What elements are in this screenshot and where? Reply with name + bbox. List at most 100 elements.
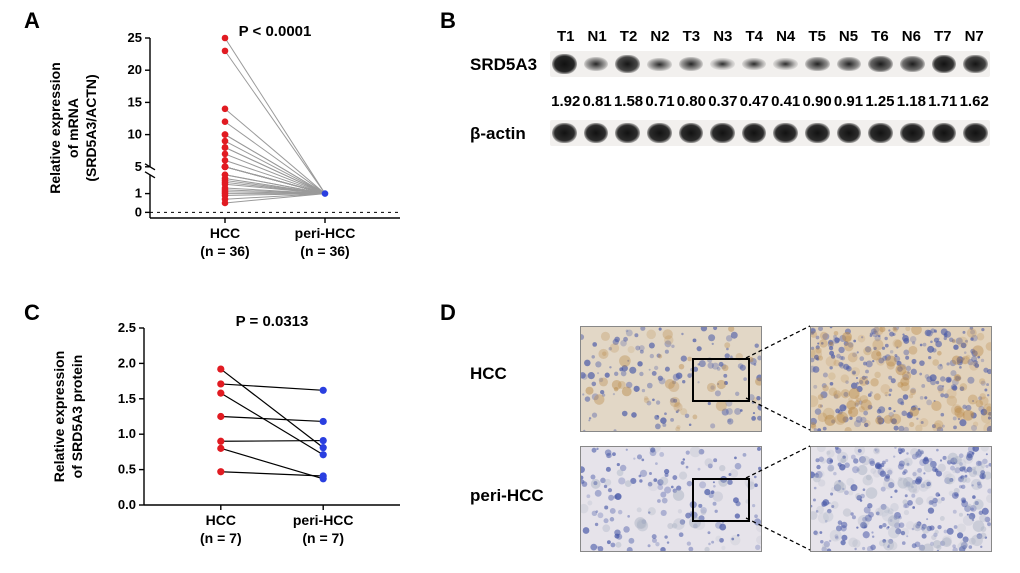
panel-b-lane-labels: T1N1T2N2T3N3T4N4T5N5T6N6T7N7 (550, 28, 990, 45)
svg-text:0: 0 (135, 204, 142, 219)
svg-text:2.5: 2.5 (118, 320, 136, 335)
blot-band (961, 120, 990, 146)
lane-label: T6 (864, 28, 895, 45)
panel-b-row2-label: β-actin (470, 124, 526, 144)
quant-value: 1.58 (613, 93, 644, 110)
blot-band (613, 120, 642, 146)
panel-b-srd5a3-bands (550, 51, 990, 77)
lane-label: T1 (550, 28, 581, 45)
blot-band (930, 120, 959, 146)
blot-band (645, 51, 674, 77)
quant-value: 1.71 (927, 93, 958, 110)
blot-band (930, 51, 959, 77)
lane-label: N5 (833, 28, 864, 45)
panel-label-b: B (440, 8, 456, 34)
quant-value: 0.37 (707, 93, 738, 110)
svg-text:peri-HCC: peri-HCC (295, 225, 356, 241)
lane-label: T2 (613, 28, 644, 45)
panel-d-row2-label: peri-HCC (470, 486, 544, 506)
quant-value: 1.62 (958, 93, 989, 110)
blot-band (835, 120, 864, 146)
blot-band (677, 120, 706, 146)
panel-label-d: D (440, 300, 456, 326)
lane-label: T4 (739, 28, 770, 45)
lane-label: N2 (644, 28, 675, 45)
quant-value: 0.90 (801, 93, 832, 110)
panel-c-chart: Relative expressionof SRD5A3 protein P = … (40, 310, 420, 565)
svg-text:(n = 36): (n = 36) (300, 243, 349, 259)
lane-label: N3 (707, 28, 738, 45)
svg-text:Relative expression: Relative expression (51, 351, 67, 483)
quant-value: 0.41 (770, 93, 801, 110)
blot-band (771, 120, 800, 146)
quant-value: 1.18 (896, 93, 927, 110)
lane-label: T5 (801, 28, 832, 45)
lane-label: N4 (770, 28, 801, 45)
blot-band (898, 120, 927, 146)
lane-label: N7 (958, 28, 989, 45)
svg-text:P < 0.0001: P < 0.0001 (239, 23, 312, 40)
svg-text:(n = 7): (n = 7) (302, 530, 344, 546)
quant-value: 0.71 (644, 93, 675, 110)
panel-b-actin-bands (550, 120, 990, 146)
blot-band (961, 51, 990, 77)
lane-label: N6 (896, 28, 927, 45)
svg-text:20: 20 (128, 62, 142, 77)
svg-text:1.5: 1.5 (118, 391, 136, 406)
svg-text:1.0: 1.0 (118, 426, 136, 441)
blot-band (582, 120, 611, 146)
ihc-hcc-zoombox (692, 358, 750, 402)
blot-band (550, 120, 579, 146)
svg-text:5: 5 (135, 159, 142, 174)
quant-value: 0.91 (833, 93, 864, 110)
blot-band (803, 51, 832, 77)
blot-band (866, 120, 895, 146)
ihc-peri-highmag (810, 446, 992, 552)
blot-band (740, 120, 769, 146)
svg-text:(n = 7): (n = 7) (200, 530, 242, 546)
svg-text:25: 25 (128, 30, 142, 45)
panel-b-row1-label: SRD5A3 (470, 55, 537, 75)
lane-label: T3 (676, 28, 707, 45)
quant-value: 1.92 (550, 93, 581, 110)
svg-text:HCC: HCC (206, 512, 236, 528)
svg-text:(SRD5A3/ACTN): (SRD5A3/ACTN) (83, 74, 99, 181)
svg-text:10: 10 (128, 127, 142, 142)
panel-b-quant-values: 1.920.811.580.710.800.370.470.410.900.91… (550, 93, 990, 110)
panel-d-ihc: HCC peri-HCC (470, 318, 1000, 563)
ihc-peri-zoombox (692, 478, 750, 522)
lane-label: N1 (581, 28, 612, 45)
blot-band (740, 51, 769, 77)
svg-text:0.5: 0.5 (118, 462, 136, 477)
blot-band (613, 51, 642, 77)
svg-text:2.0: 2.0 (118, 355, 136, 370)
svg-text:of mRNA: of mRNA (65, 98, 81, 158)
blot-band (550, 51, 579, 77)
blot-band (835, 51, 864, 77)
panel-label-a: A (24, 8, 40, 34)
panel-label-c: C (24, 300, 40, 326)
ihc-hcc-highmag (810, 326, 992, 432)
panel-b-blot: T1N1T2N2T3N3T4N4T5N5T6N6T7N7 SRD5A3 1.92… (470, 28, 1000, 152)
blot-band (708, 51, 737, 77)
blot-band (645, 120, 674, 146)
svg-text:peri-HCC: peri-HCC (293, 512, 354, 528)
panel-d-row1-label: HCC (470, 364, 507, 384)
blot-band (771, 51, 800, 77)
blot-band (677, 51, 706, 77)
svg-text:HCC: HCC (210, 225, 240, 241)
quant-value: 0.47 (739, 93, 770, 110)
svg-text:(n = 36): (n = 36) (200, 243, 249, 259)
blot-band (708, 120, 737, 146)
blot-band (803, 120, 832, 146)
quant-value: 0.80 (676, 93, 707, 110)
svg-text:0.0: 0.0 (118, 497, 136, 512)
svg-text:P = 0.0313: P = 0.0313 (236, 313, 309, 330)
blot-band (582, 51, 611, 77)
svg-text:of SRD5A3 protein: of SRD5A3 protein (69, 355, 85, 479)
quant-value: 0.81 (581, 93, 612, 110)
quant-value: 1.25 (864, 93, 895, 110)
lane-label: T7 (927, 28, 958, 45)
blot-band (866, 51, 895, 77)
panel-a-chart: Relative expressionof mRNA(SRD5A3/ACTN)P… (40, 20, 420, 280)
